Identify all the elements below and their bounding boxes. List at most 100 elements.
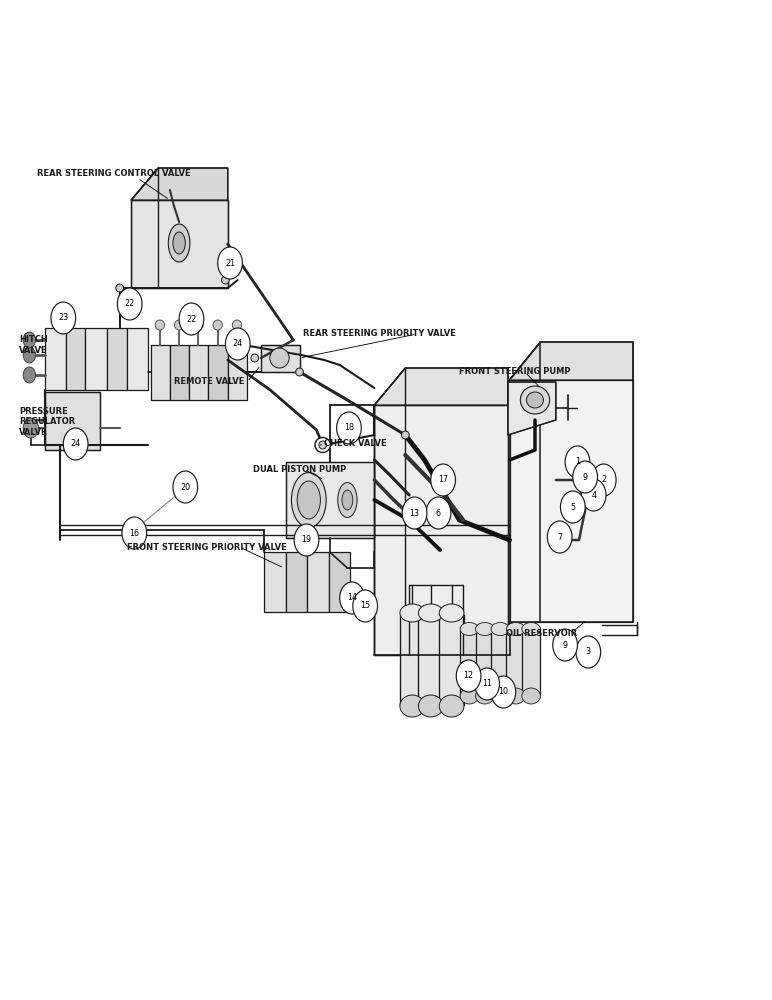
Text: REAR STEERING PRIORITY VALVE: REAR STEERING PRIORITY VALVE: [303, 330, 456, 338]
Circle shape: [225, 328, 250, 360]
Text: HITCH
VALVE: HITCH VALVE: [19, 335, 48, 355]
Polygon shape: [127, 328, 148, 390]
Polygon shape: [400, 615, 425, 705]
Text: 23: 23: [58, 314, 69, 322]
Text: 10: 10: [499, 688, 508, 696]
Polygon shape: [261, 345, 300, 372]
Circle shape: [547, 521, 572, 553]
Ellipse shape: [251, 354, 259, 362]
Text: 4: 4: [591, 490, 596, 499]
Polygon shape: [131, 168, 228, 200]
Polygon shape: [476, 630, 494, 695]
Ellipse shape: [527, 392, 543, 408]
Polygon shape: [131, 200, 228, 288]
Polygon shape: [418, 615, 443, 705]
Ellipse shape: [297, 481, 320, 519]
Text: 5: 5: [571, 502, 575, 512]
Text: 22: 22: [124, 300, 135, 308]
Circle shape: [117, 288, 142, 320]
Polygon shape: [107, 328, 127, 390]
Text: 24: 24: [70, 440, 81, 448]
Text: FRONT STEERING PRIORITY VALVE: FRONT STEERING PRIORITY VALVE: [127, 542, 287, 552]
Ellipse shape: [168, 224, 190, 262]
Text: 9: 9: [563, 641, 567, 650]
Polygon shape: [189, 345, 208, 400]
Polygon shape: [506, 630, 525, 695]
Polygon shape: [510, 342, 633, 380]
Ellipse shape: [173, 232, 185, 254]
Polygon shape: [460, 630, 479, 695]
Polygon shape: [208, 345, 228, 400]
Text: CHECK VALVE: CHECK VALVE: [324, 440, 387, 448]
Circle shape: [553, 629, 577, 661]
Polygon shape: [307, 552, 329, 612]
Polygon shape: [66, 328, 85, 390]
Polygon shape: [85, 328, 107, 390]
Text: 7: 7: [557, 532, 562, 542]
Polygon shape: [374, 405, 508, 655]
Text: 16: 16: [130, 528, 139, 538]
Ellipse shape: [439, 695, 464, 717]
Circle shape: [340, 582, 364, 614]
Circle shape: [173, 471, 198, 503]
Text: 20: 20: [180, 483, 191, 491]
Ellipse shape: [400, 695, 425, 717]
Circle shape: [23, 418, 39, 438]
Ellipse shape: [476, 688, 494, 704]
Polygon shape: [439, 615, 464, 705]
Circle shape: [294, 524, 319, 556]
Polygon shape: [286, 462, 374, 538]
Ellipse shape: [460, 688, 479, 704]
Ellipse shape: [155, 320, 164, 330]
Text: 18: 18: [344, 424, 354, 432]
Text: 3: 3: [586, 648, 591, 656]
Ellipse shape: [400, 604, 425, 622]
Ellipse shape: [491, 688, 510, 704]
Polygon shape: [45, 392, 100, 450]
Ellipse shape: [520, 386, 550, 414]
Polygon shape: [151, 345, 170, 400]
Ellipse shape: [506, 688, 525, 704]
Text: 24: 24: [232, 340, 243, 349]
Text: OIL RESERVOIR: OIL RESERVOIR: [506, 629, 577, 638]
Text: 17: 17: [438, 476, 449, 485]
Text: DUAL PISTON PUMP: DUAL PISTON PUMP: [253, 466, 347, 475]
Text: 14: 14: [347, 593, 357, 602]
Polygon shape: [374, 368, 508, 405]
Ellipse shape: [342, 490, 353, 510]
Polygon shape: [329, 552, 350, 612]
Text: 1: 1: [575, 458, 580, 466]
Text: FRONT STEERING PUMP: FRONT STEERING PUMP: [459, 367, 570, 376]
Polygon shape: [170, 345, 189, 400]
Circle shape: [63, 428, 88, 460]
Text: PRESSURE
REGULATOR
VALVE: PRESSURE REGULATOR VALVE: [19, 407, 76, 437]
Ellipse shape: [506, 622, 525, 636]
Circle shape: [337, 412, 361, 444]
Ellipse shape: [418, 695, 443, 717]
Circle shape: [402, 497, 427, 529]
Ellipse shape: [296, 368, 303, 376]
Ellipse shape: [194, 320, 203, 330]
Circle shape: [179, 303, 204, 335]
Text: 19: 19: [301, 536, 312, 544]
Circle shape: [491, 676, 516, 708]
Circle shape: [565, 446, 590, 478]
Text: 13: 13: [410, 508, 419, 518]
Circle shape: [456, 660, 481, 692]
Circle shape: [218, 247, 242, 279]
Ellipse shape: [522, 622, 540, 636]
Ellipse shape: [338, 483, 357, 518]
Polygon shape: [45, 328, 66, 390]
Ellipse shape: [401, 431, 409, 439]
Circle shape: [573, 461, 598, 493]
Circle shape: [475, 668, 499, 700]
Ellipse shape: [439, 604, 464, 622]
Text: 22: 22: [186, 314, 197, 324]
Circle shape: [591, 464, 616, 496]
Circle shape: [23, 347, 36, 363]
Text: 9: 9: [583, 473, 587, 482]
Ellipse shape: [174, 320, 184, 330]
Circle shape: [560, 491, 585, 523]
Text: 11: 11: [482, 680, 492, 688]
Text: 15: 15: [360, 601, 371, 610]
